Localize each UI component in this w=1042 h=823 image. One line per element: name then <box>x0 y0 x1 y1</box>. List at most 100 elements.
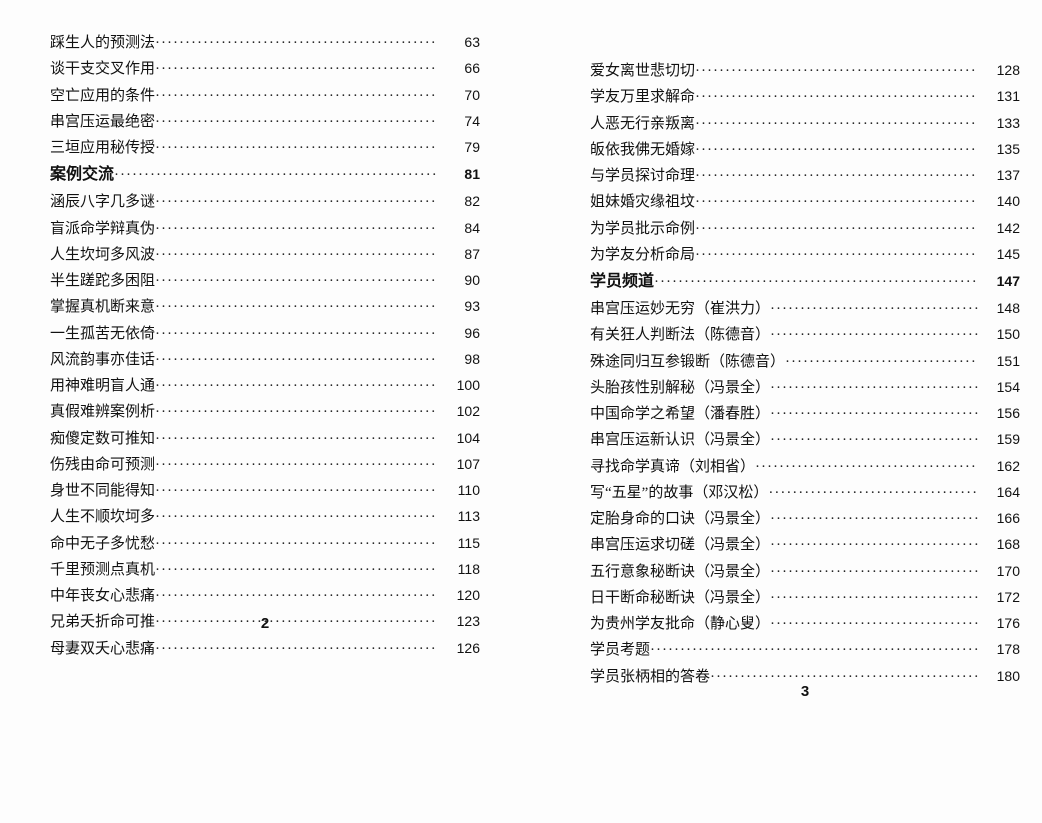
toc-leader-dots <box>654 269 978 295</box>
toc-entry-page: 176 <box>978 611 1020 636</box>
toc-entry-title: 学员考题 <box>590 637 650 663</box>
toc-entry-title: 千里预测点真机 <box>50 557 155 583</box>
toc-entry-title: 姐妹婚灾缘祖坟 <box>590 189 695 215</box>
toc-leader-dots <box>155 216 438 242</box>
toc-entry-page: 137 <box>978 163 1020 188</box>
toc-line: 为学友分析命局145 <box>590 242 1020 268</box>
toc-entry-title: 谈干支交叉作用 <box>50 56 155 82</box>
toc-entry-page: 93 <box>438 294 480 319</box>
toc-leader-dots <box>770 401 978 427</box>
toc-leader-dots <box>155 557 438 583</box>
toc-leader-dots <box>770 585 978 611</box>
toc-entry-title: 学员频道 <box>590 268 654 296</box>
toc-line: 与学员探讨命理 137 <box>590 163 1020 189</box>
toc-line: 五行意象秘断诀（冯景全）170 <box>590 559 1020 585</box>
toc-leader-dots <box>155 83 438 109</box>
toc-entry-page: 113 <box>438 504 480 529</box>
toc-entry-page: 145 <box>978 242 1020 267</box>
toc-entry-title: 有关狂人判断法（陈德音） <box>590 322 770 348</box>
toc-entry-page: 104 <box>438 426 480 451</box>
toc-leader-dots <box>155 504 438 530</box>
toc-leader-dots <box>695 58 978 84</box>
toc-line: 一生孤苦无依倚96 <box>50 321 480 347</box>
toc-line: 命中无子多忧愁115 <box>50 531 480 557</box>
toc-line: 爱女离世悲切切128 <box>590 58 1020 84</box>
toc-entry-page: 66 <box>438 56 480 81</box>
toc-line: 定胎身命的口诀（冯景全）166 <box>590 506 1020 532</box>
toc-entry-title: 掌握真机断来意 <box>50 294 155 320</box>
toc-entry-title: 皈依我佛无婚嫁 <box>590 137 695 163</box>
toc-entry-title: 半生蹉跎多困阻 <box>50 268 155 294</box>
toc-line: 串宫压运求切磋（冯景全）168 <box>590 532 1020 558</box>
toc-entry-title: 与学员探讨命理 <box>590 163 695 189</box>
toc-entry-page: 74 <box>438 109 480 134</box>
toc-line: 三垣应用秘传授79 <box>50 135 480 161</box>
page-number-right: 3 <box>590 683 1020 700</box>
toc-page-left: 踩生人的预测法63谈干支交叉作用66空亡应用的条件70串宫压运最绝密74三垣应用… <box>50 30 480 662</box>
toc-entry-title: 日干断命秘断诀（冯景全） <box>590 585 770 611</box>
toc-entry-page: 82 <box>438 189 480 214</box>
toc-entry-title: 串宫压运新认识（冯景全） <box>590 427 770 453</box>
toc-line: 殊途同归互参锻断（陈德音） 151 <box>590 349 1020 375</box>
toc-leader-dots <box>155 583 438 609</box>
toc-entry-page: 126 <box>438 636 480 661</box>
toc-entry-title: 五行意象秘断诀（冯景全） <box>590 559 770 585</box>
toc-leader-dots <box>770 611 978 637</box>
toc-entry-page: 81 <box>438 162 480 187</box>
toc-line: 空亡应用的条件70 <box>50 83 480 109</box>
toc-entry-page: 70 <box>438 83 480 108</box>
toc-line: 案例交流81 <box>50 161 480 189</box>
toc-entry-page: 90 <box>438 268 480 293</box>
page-number-left: 2 <box>50 615 480 632</box>
toc-entry-title: 母妻双夭心悲痛 <box>50 636 155 662</box>
toc-leader-dots <box>155 347 438 373</box>
toc-line: 踩生人的预测法63 <box>50 30 480 56</box>
toc-leader-dots <box>695 189 978 215</box>
toc-entry-title: 真假难辨案例析 <box>50 399 155 425</box>
toc-entry-title: 爱女离世悲切切 <box>590 58 695 84</box>
toc-leader-dots <box>770 532 978 558</box>
toc-entry-title: 人生不顺坎坷多 <box>50 504 155 530</box>
toc-entry-page: 151 <box>978 349 1020 374</box>
toc-leader-dots <box>155 56 438 82</box>
toc-line: 寻找命学真谛（刘相省）162 <box>590 454 1020 480</box>
toc-entry-title: 为贵州学友批命（静心叟） <box>590 611 770 637</box>
toc-leader-dots <box>695 111 978 137</box>
toc-entry-title: 人生坎坷多风波 <box>50 242 155 268</box>
toc-entry-page: 168 <box>978 532 1020 557</box>
toc-leader-dots <box>155 478 438 504</box>
toc-entry-title: 一生孤苦无依倚 <box>50 321 155 347</box>
toc-entry-title: 定胎身命的口诀（冯景全） <box>590 506 770 532</box>
toc-entry-page: 162 <box>978 454 1020 479</box>
toc-leader-dots <box>695 242 978 268</box>
toc-line: 半生蹉跎多困阻 90 <box>50 268 480 294</box>
toc-leader-dots <box>695 84 978 110</box>
toc-leader-dots <box>770 559 978 585</box>
toc-line: 风流韵事亦佳话98 <box>50 347 480 373</box>
toc-line: 涵辰八字几多谜82 <box>50 189 480 215</box>
toc-entry-page: 100 <box>438 373 480 398</box>
toc-leader-dots <box>155 321 438 347</box>
toc-entry-page: 140 <box>978 189 1020 214</box>
toc-entry-page: 135 <box>978 137 1020 162</box>
toc-line: 串宫压运新认识（冯景全）159 <box>590 427 1020 453</box>
toc-line: 人生不顺坎坷多 113 <box>50 504 480 530</box>
toc-entry-page: 147 <box>978 269 1020 294</box>
toc-entry-title: 殊途同归互参锻断（陈德音） <box>590 349 785 375</box>
toc-line: 姐妹婚灾缘祖坟 140 <box>590 189 1020 215</box>
toc-leader-dots <box>155 109 438 135</box>
toc-entry-title: 伤残由命可预测 <box>50 452 155 478</box>
toc-line: 中年丧女心悲痛120 <box>50 583 480 609</box>
toc-entry-page: 131 <box>978 84 1020 109</box>
toc-entry-title: 人恶无行亲叛离 <box>590 111 695 137</box>
toc-entry-page: 107 <box>438 452 480 477</box>
toc-leader-dots <box>155 399 438 425</box>
toc-leader-dots <box>770 296 978 322</box>
toc-leader-dots <box>770 427 978 453</box>
toc-line: 为学员批示命例142 <box>590 216 1020 242</box>
toc-line: 人生坎坷多风波87 <box>50 242 480 268</box>
toc-entry-title: 中国命学之希望（潘春胜） <box>590 401 770 427</box>
toc-entry-page: 164 <box>978 480 1020 505</box>
toc-line: 学员频道 147 <box>590 268 1020 296</box>
toc-leader-dots <box>114 162 438 188</box>
